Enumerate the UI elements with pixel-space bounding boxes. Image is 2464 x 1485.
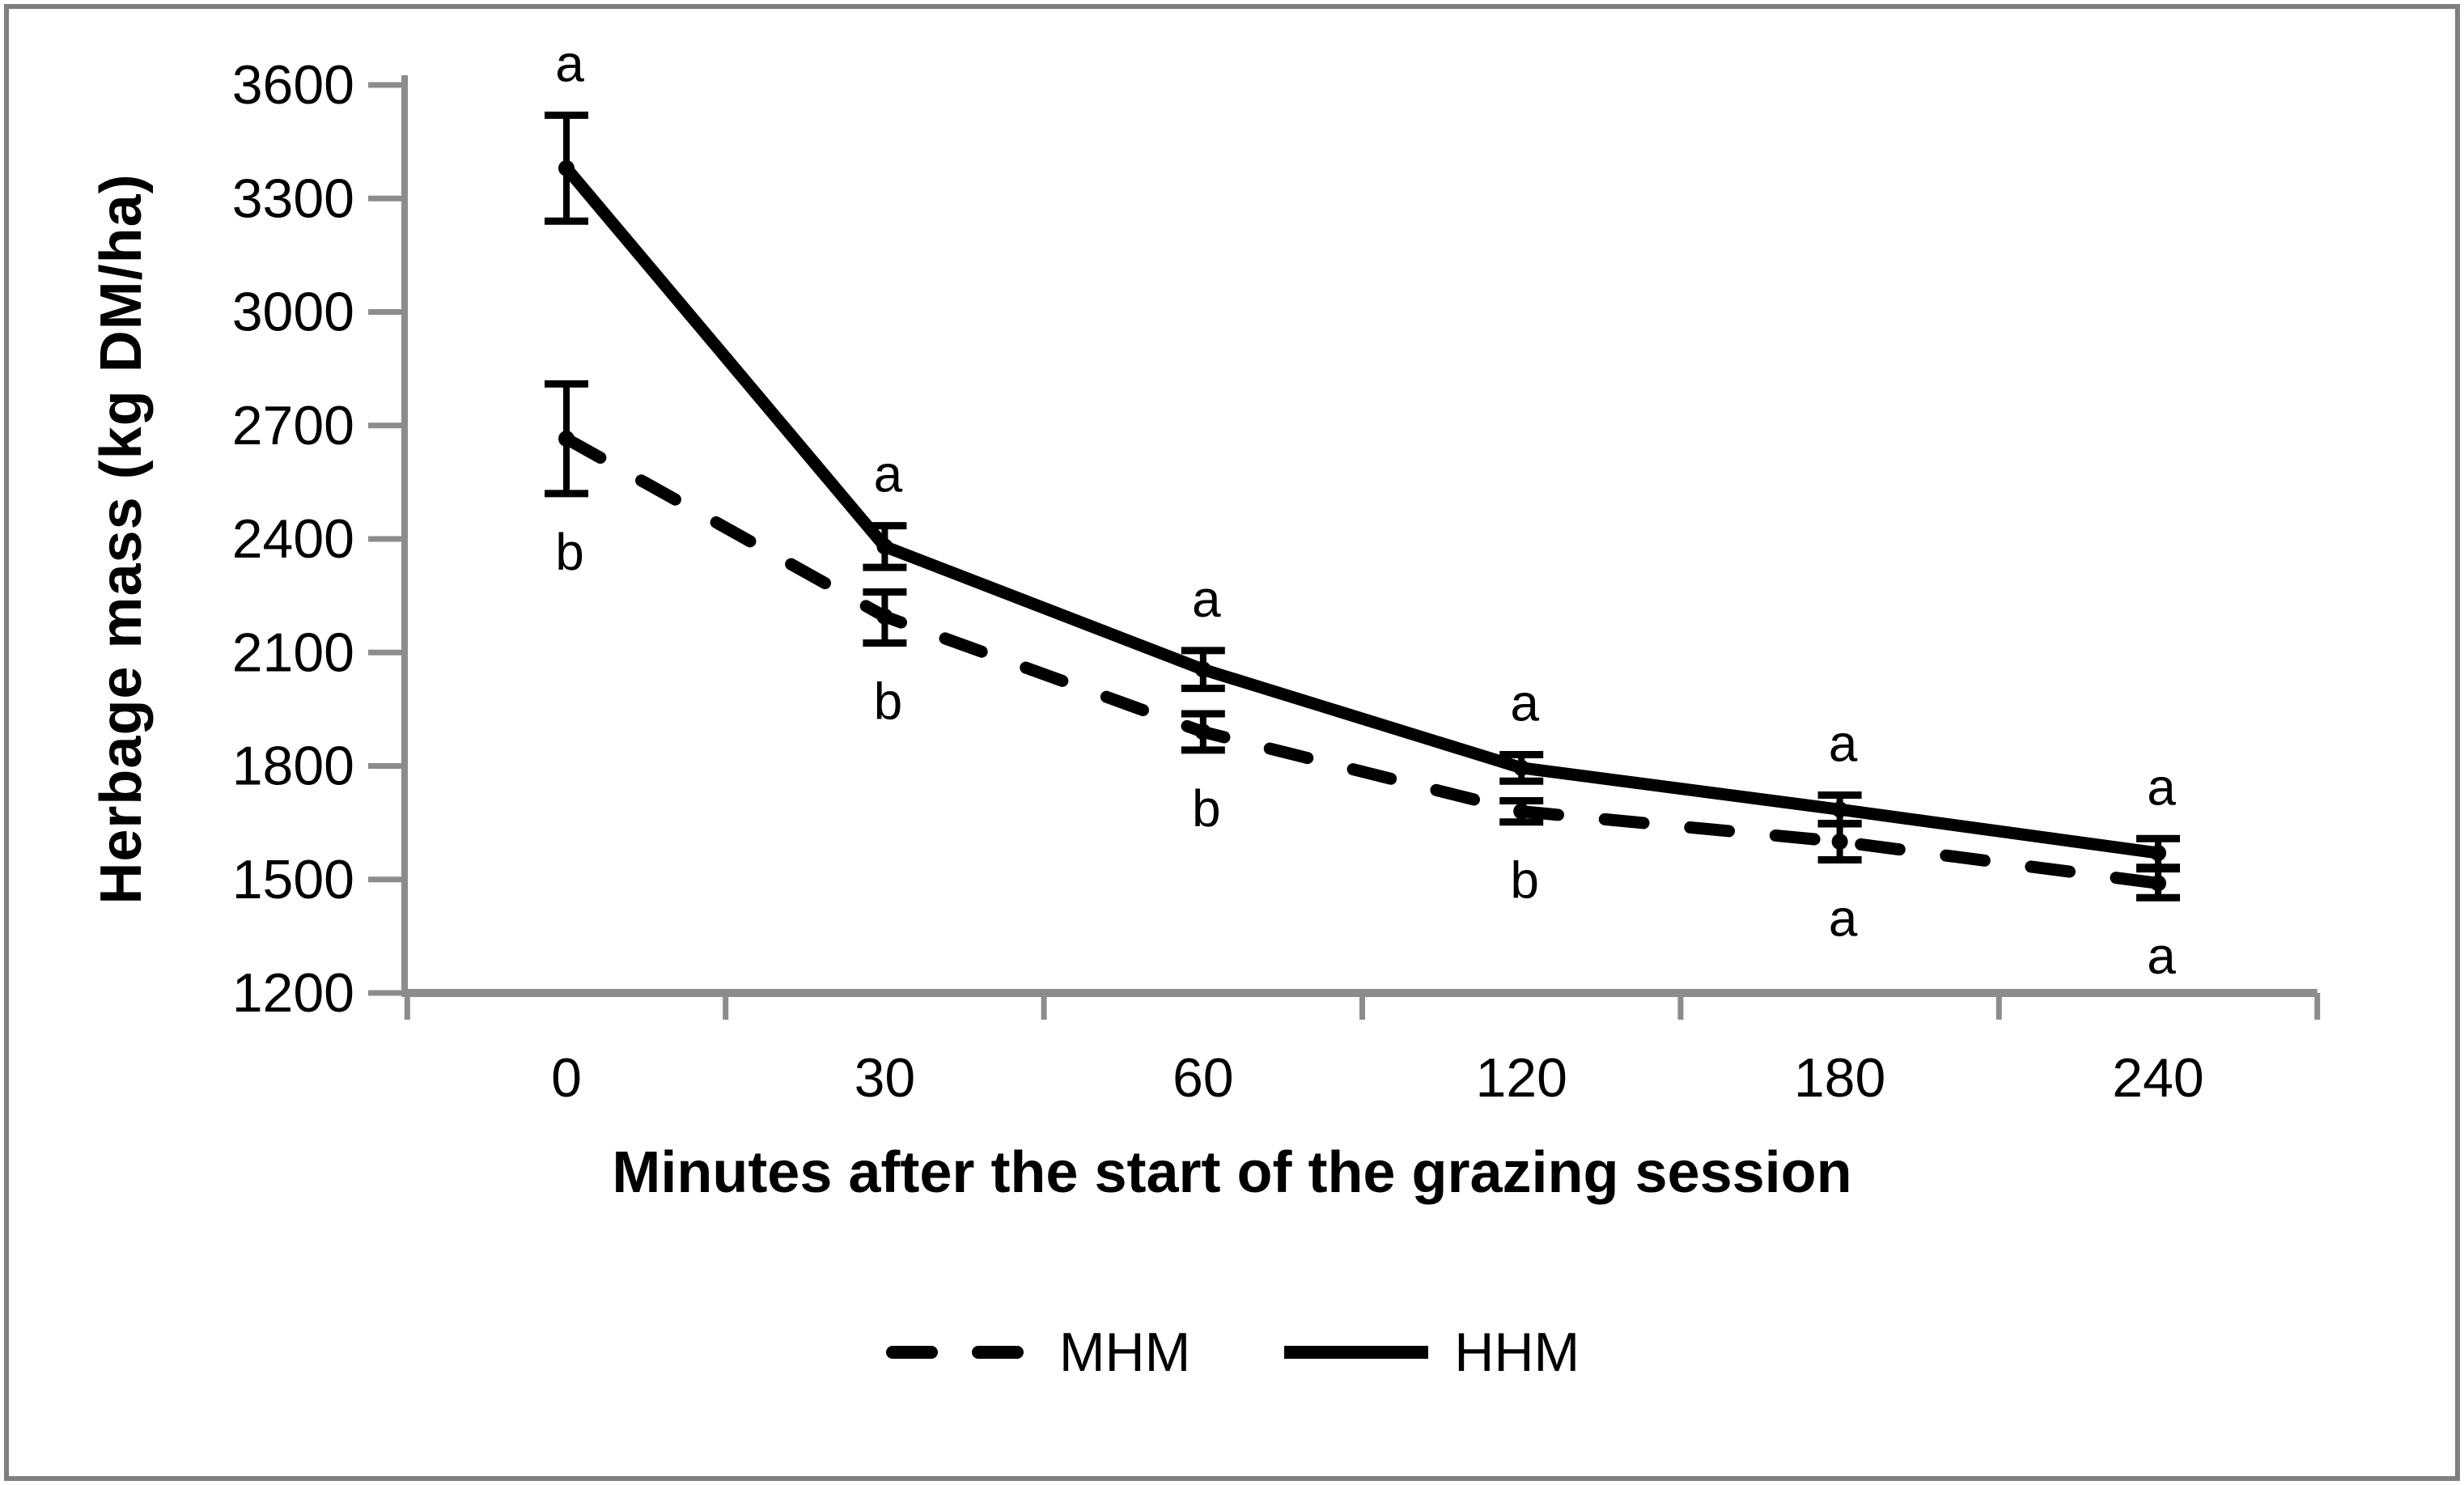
y-tick-label: 1200 — [232, 962, 354, 1024]
data-point-mhm-0 — [558, 431, 575, 448]
legend: MHM HHM — [0, 1321, 2464, 1384]
sig-letter-hhm-180: a — [1829, 714, 1858, 772]
data-point-hhm-30 — [876, 538, 893, 555]
legend-label-mhm: MHM — [1058, 1322, 1191, 1383]
x-tick-label: 0 — [551, 1047, 582, 1109]
y-tick-label: 3300 — [232, 168, 354, 229]
x-tick-label: 120 — [1475, 1047, 1567, 1109]
series-line-mhm — [560, 432, 2165, 889]
dashed-line-icon — [885, 1346, 1037, 1359]
chart-frame — [4, 4, 2460, 1481]
data-point-hhm-180 — [1831, 801, 1848, 818]
x-tick-label: 60 — [1173, 1047, 1234, 1109]
data-point-hhm-60 — [1194, 661, 1211, 678]
sig-letter-hhm-0: a — [555, 34, 584, 92]
data-point-hhm-240 — [2150, 845, 2166, 862]
data-point-mhm-240 — [2150, 875, 2166, 892]
data-point-hhm-0 — [558, 159, 575, 176]
x-tick-label: 180 — [1794, 1047, 1885, 1109]
y-tick-label: 2100 — [232, 622, 354, 683]
legend-label-hhm: HHM — [1454, 1322, 1580, 1383]
sig-letter-mhm-180: a — [1829, 889, 1858, 947]
y-tick-label: 3000 — [232, 282, 354, 343]
legend-item-mhm: MHM — [884, 1321, 1190, 1384]
data-point-mhm-60 — [1194, 723, 1211, 740]
sig-letter-mhm-0: b — [555, 523, 584, 581]
series-line-hhm — [562, 164, 2160, 859]
data-point-hhm-120 — [1513, 759, 1530, 776]
y-axis-title: Herbage mass (kg DM/ha) — [89, 173, 154, 905]
legend-item-hhm: HHM — [1279, 1321, 1580, 1384]
sig-letter-hhm-240: a — [2147, 757, 2176, 816]
y-tick-label: 1500 — [232, 849, 354, 910]
sig-letter-hhm-30: a — [874, 445, 903, 503]
x-axis-title: Minutes after the start of the grazing s… — [612, 1140, 1852, 1205]
y-tick-label: 3600 — [232, 54, 354, 116]
y-tick-label: 2700 — [232, 395, 354, 456]
data-point-mhm-180 — [1831, 834, 1848, 850]
solid-line-icon — [1284, 1346, 1429, 1359]
sig-letter-hhm-60: a — [1192, 570, 1221, 628]
sig-letter-mhm-60: b — [1192, 779, 1221, 838]
x-tick-label: 240 — [2112, 1047, 2203, 1109]
sig-letter-hhm-120: a — [1510, 673, 1539, 732]
data-point-mhm-120 — [1513, 803, 1530, 820]
y-tick-label: 2400 — [232, 508, 354, 570]
y-tick-label: 1800 — [232, 736, 354, 797]
data-point-mhm-30 — [876, 608, 893, 625]
sig-letter-mhm-240: a — [2147, 927, 2176, 985]
sig-letter-mhm-120: b — [1510, 851, 1539, 910]
x-tick-label: 30 — [855, 1047, 916, 1109]
sig-letter-mhm-30: b — [874, 672, 903, 731]
